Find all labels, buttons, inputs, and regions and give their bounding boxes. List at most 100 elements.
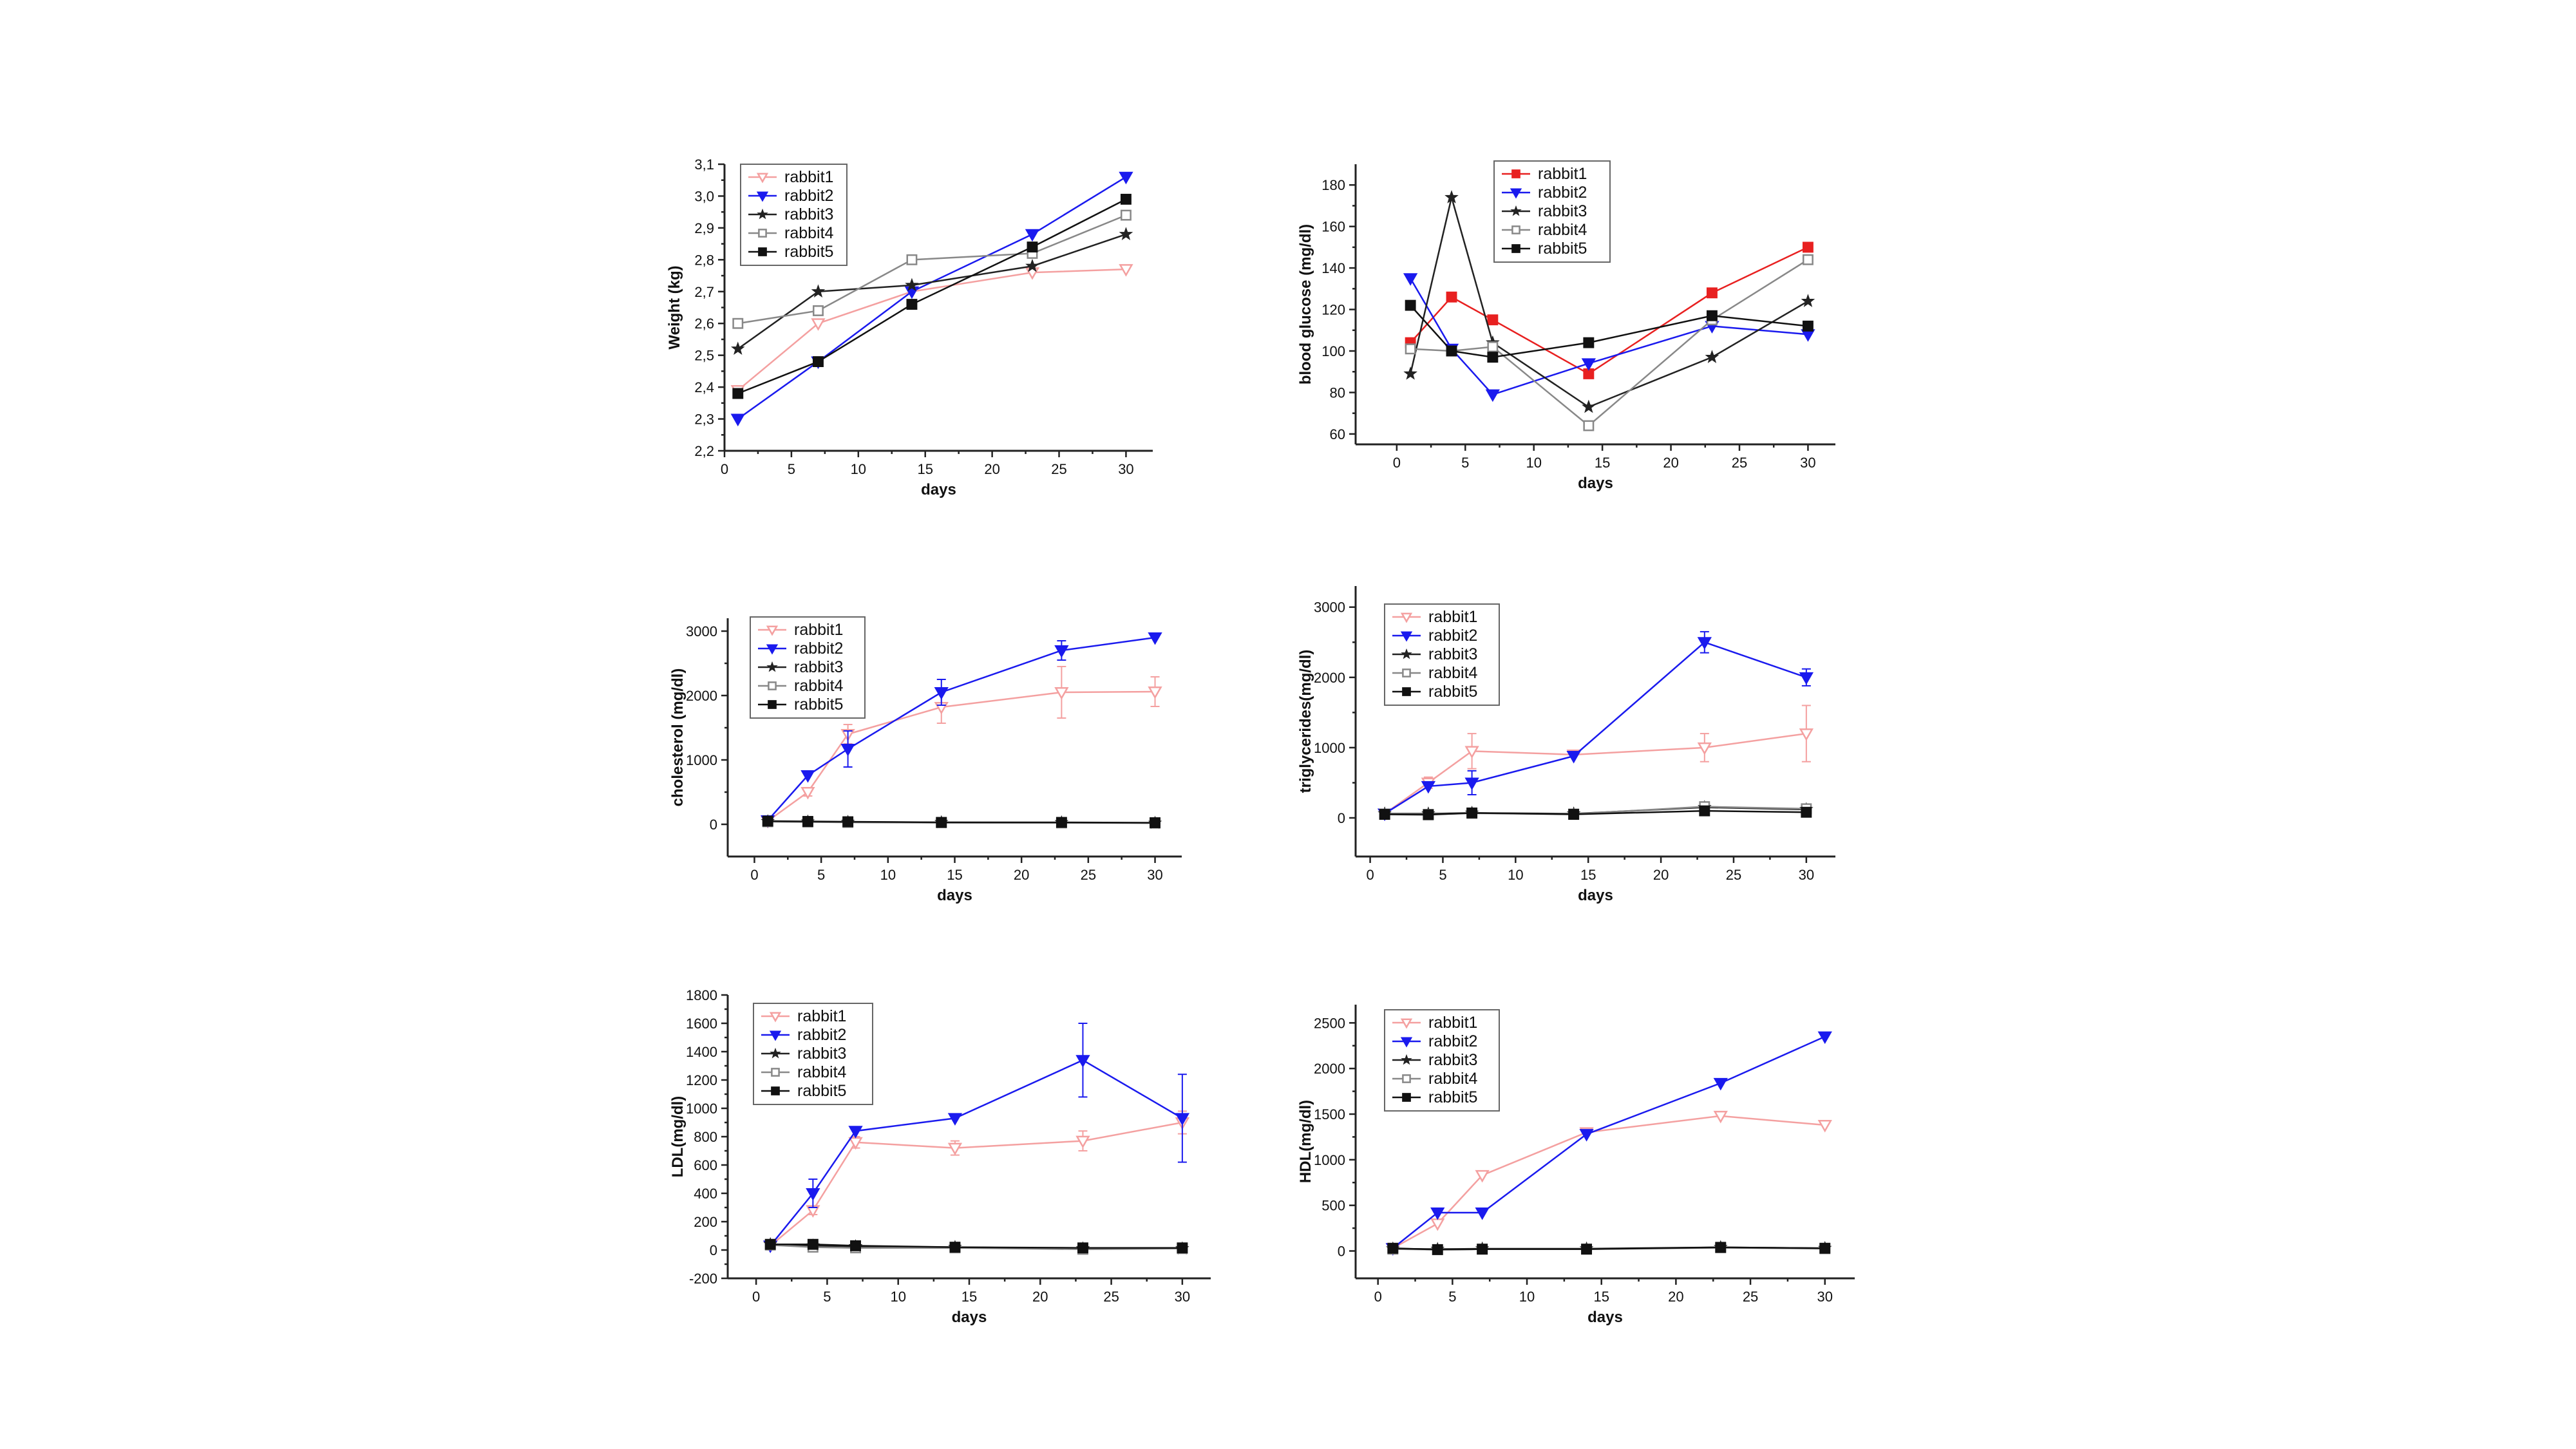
data-point [848, 1126, 863, 1139]
legend-marker [1511, 225, 1520, 234]
data-point [842, 816, 854, 828]
legend-label: rabbit2 [1428, 1032, 1477, 1050]
legend-label: rabbit5 [1428, 1088, 1477, 1106]
legend-label: rabbit4 [1538, 221, 1587, 239]
x-tick-label: 5 [1439, 867, 1446, 883]
data-point [850, 1240, 861, 1251]
y-axis-title: LDL(mg/dl) [669, 1096, 687, 1178]
y-tick-label: 1800 [686, 987, 717, 1003]
legend-label: rabbit1 [1428, 608, 1477, 626]
data-point [1487, 341, 1499, 353]
data-point [1446, 291, 1457, 303]
series-rabbit5 [764, 1238, 1188, 1254]
chart-6: 0 5 10 15 20 25 30 0 500 1000 1500 2000 2500 days HDL(… [1297, 1005, 1855, 1326]
data-point [1120, 193, 1132, 205]
x-tick-label: 15 [917, 461, 933, 477]
x-tick-label: 0 [1393, 455, 1401, 471]
data-point [947, 1113, 963, 1126]
chart-3: 0 5 10 15 20 25 30 0 1000 2000 3000 days cholesterol… [669, 616, 1182, 904]
series-line [770, 1121, 1183, 1247]
y-tick-label: 2000 [686, 688, 717, 704]
series-rabbit1 [1385, 1110, 1832, 1256]
y-tick-label: 100 [1321, 343, 1345, 359]
legend-label: rabbit4 [794, 677, 844, 695]
data-point [1430, 1208, 1445, 1220]
y-tick-label: 1400 [686, 1044, 717, 1060]
data-point [1583, 337, 1595, 348]
legend-label: rabbit2 [794, 639, 843, 658]
legend-marker [1511, 244, 1520, 253]
data-point [1177, 1242, 1188, 1254]
y-tick-label: 1600 [686, 1016, 717, 1032]
x-tick-label: 30 [1147, 867, 1162, 883]
data-point [1801, 806, 1812, 818]
data-point [813, 305, 824, 316]
x-tick-label: 10 [880, 867, 896, 883]
y-tick-label: -200 [689, 1271, 717, 1287]
y-tick-label: 2,6 [694, 316, 714, 332]
series-line [1410, 259, 1809, 427]
data-point [906, 254, 918, 265]
legend-label: rabbit5 [1538, 240, 1587, 258]
legend-marker [770, 1047, 781, 1059]
data-point [1801, 329, 1815, 342]
y-axis-title: triglycerides(mg/dl) [1297, 650, 1314, 793]
data-point [1025, 229, 1040, 242]
data-point [1175, 1113, 1190, 1126]
legend-marker [1402, 668, 1411, 677]
legend-marker [1400, 612, 1413, 623]
legend-label: rabbit3 [1428, 1051, 1477, 1069]
series-line [737, 268, 1126, 392]
y-tick-label: 500 [1321, 1198, 1345, 1214]
data-point [1568, 809, 1580, 820]
legend-marker [1510, 188, 1522, 199]
x-tick-label: 30 [1817, 1289, 1832, 1305]
y-tick-label: 2000 [1314, 1061, 1345, 1077]
legend-marker [757, 208, 768, 220]
x-tick-label: 15 [1595, 455, 1610, 471]
legend-label: rabbit1 [794, 621, 843, 639]
series-line [1392, 1036, 1826, 1249]
series-rabbit3 [763, 1236, 1189, 1255]
x-axis-title: days [1578, 887, 1613, 904]
data-point [1446, 345, 1457, 357]
data-point [840, 744, 855, 757]
series-rabbit2 [1403, 273, 1815, 402]
data-point [934, 687, 949, 700]
data-point [1403, 273, 1418, 286]
series-line [1384, 641, 1807, 815]
legend-marker [756, 191, 769, 202]
legend-marker [1402, 1093, 1411, 1102]
x-tick-label: 30 [1800, 455, 1815, 471]
data-point [1054, 687, 1069, 700]
data-point [1817, 1031, 1832, 1045]
data-point [905, 278, 919, 292]
data-point [1799, 728, 1814, 741]
x-axis-title: days [1587, 1309, 1623, 1326]
data-point [1075, 1135, 1090, 1149]
legend-marker [1400, 1018, 1413, 1029]
series-rabbit5 [762, 815, 1160, 828]
x-tick-label: 10 [890, 1289, 905, 1305]
x-tick-label: 25 [1732, 455, 1747, 471]
data-point [1697, 742, 1712, 755]
chart-5: 0 5 10 15 20 25 30 -200 0 200 400 600 800 1000 1200 140… [669, 987, 1211, 1326]
y-tick-label: 1000 [686, 752, 717, 768]
data-point [1430, 1218, 1445, 1231]
y-tick-label: 160 [1321, 219, 1345, 235]
data-point [1713, 1110, 1728, 1124]
x-tick-label: 10 [1508, 867, 1523, 883]
x-tick-label: 10 [1526, 455, 1541, 471]
x-tick-label: 25 [1726, 867, 1741, 883]
chart-4: 0 5 10 15 20 25 30 0 1000 2000 3000 days triglycerid… [1297, 586, 1835, 904]
series-line [768, 820, 1155, 824]
data-point [1027, 242, 1038, 253]
legend-marker [758, 247, 767, 256]
data-point [1466, 807, 1478, 819]
x-tick-label: 5 [823, 1289, 831, 1305]
data-point [1579, 1129, 1594, 1142]
legend-label: rabbit4 [797, 1063, 847, 1081]
data-point [802, 816, 813, 827]
x-axis-title: days [921, 481, 956, 498]
x-tick-label: 30 [1799, 867, 1814, 883]
